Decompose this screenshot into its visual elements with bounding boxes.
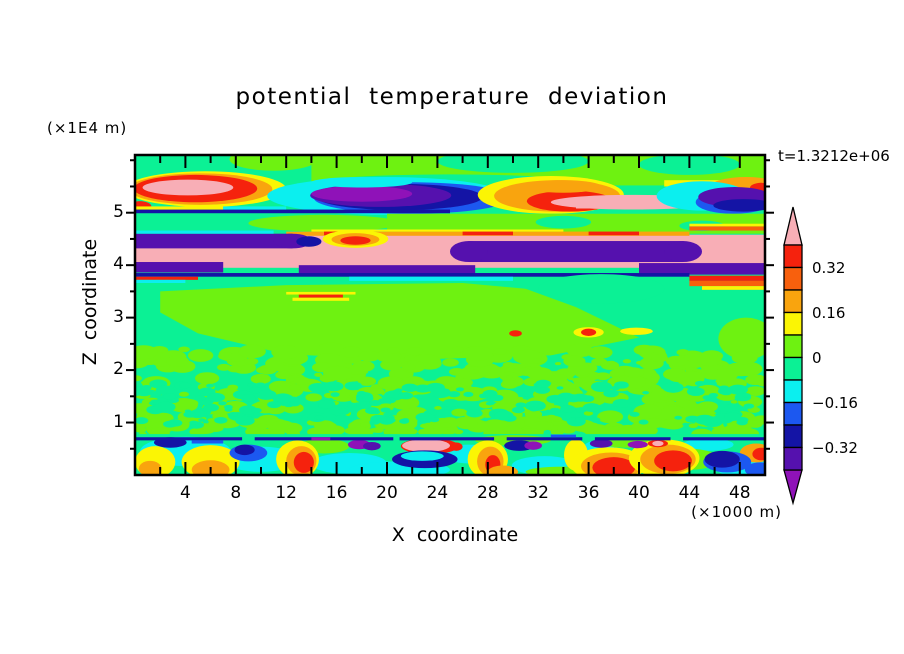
x-tick-label: 24 (426, 483, 449, 503)
colorbar-level-label: 0.16 (812, 304, 845, 322)
y-tick-label: 2 (113, 359, 124, 380)
x-tick-label: 8 (230, 483, 242, 503)
x-tick-label: 28 (476, 483, 499, 503)
y-tick-label: 4 (113, 254, 124, 275)
x-tick-label: 32 (527, 483, 549, 503)
x-tick-label: 36 (577, 483, 600, 503)
x-tick-label: 4 (179, 483, 191, 503)
contour-field (135, 155, 765, 475)
colorbar-level-label: −0.32 (812, 439, 858, 457)
colorbar-level-label: 0.32 (812, 259, 845, 277)
y-tick-label: 3 (113, 306, 124, 327)
x-axis-title: X coordinate (391, 524, 519, 546)
x-axis-unit-label: (×1000 m) (691, 503, 782, 521)
colorbar-level-label: 0 (812, 349, 822, 367)
x-tick-label: 20 (376, 483, 398, 503)
x-tick-label: 44 (678, 483, 701, 503)
y-tick-label: 1 (113, 411, 124, 432)
x-tick-label: 48 (728, 483, 751, 503)
x-tick-label: 16 (325, 483, 348, 503)
time-label: t=1.3212e+06 (778, 147, 890, 165)
y-tick-label: 5 (113, 201, 124, 222)
plot-title: potential temperature deviation (235, 84, 669, 110)
y-axis-unit-label: (×1E4 m) (47, 119, 128, 137)
x-tick-label: 12 (275, 483, 297, 503)
colorbar: 0.32 0.16 0 −0.16 −0.32 (783, 206, 858, 506)
colorbar-level-label: −0.16 (812, 394, 858, 412)
x-tick-label: 40 (628, 483, 650, 503)
